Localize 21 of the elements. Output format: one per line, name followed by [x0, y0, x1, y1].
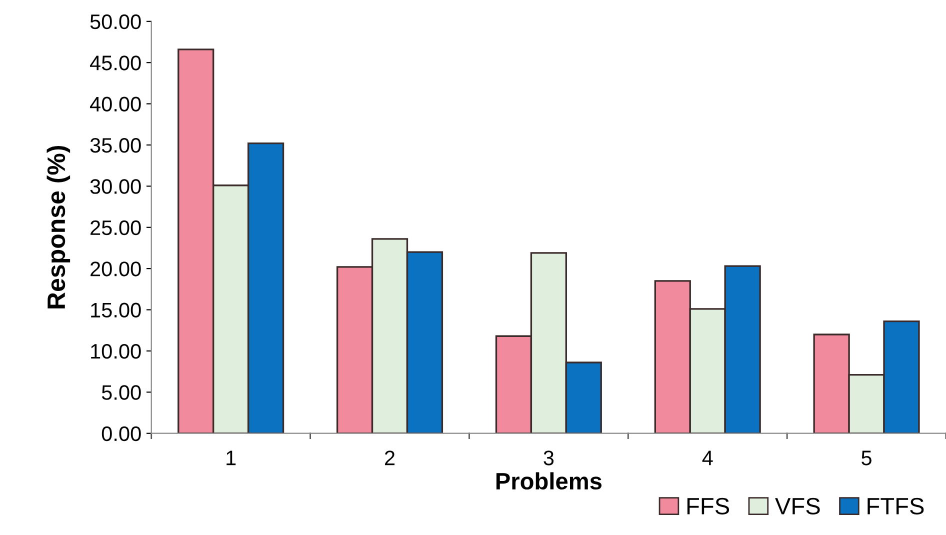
- x-tick-label: 4: [702, 450, 713, 466]
- y-tick-label: 30.00: [90, 179, 141, 194]
- y-tick-label: 20.00: [90, 262, 141, 276]
- y-tick-label: 10.00: [91, 344, 141, 359]
- y-tick-label: 45.00: [90, 56, 141, 70]
- y-tick-label: 15.00: [91, 302, 141, 318]
- y-tick-label: 35.00: [90, 138, 141, 153]
- x-tick-label: 5: [862, 450, 872, 466]
- y-tick-label: 25.00: [90, 220, 141, 236]
- y-tick-label: 40.00: [90, 96, 141, 112]
- x-tick-label: 2: [385, 450, 394, 466]
- x-axis-title: Problems: [496, 472, 602, 490]
- y-tick-label: 0.00: [102, 426, 141, 442]
- legend-label: VFS: [775, 498, 820, 515]
- x-tick-label: 1: [226, 450, 236, 466]
- x-tick-label: 3: [544, 450, 554, 466]
- legend-label: FTFS: [868, 498, 924, 515]
- y-tick-label: 5.00: [102, 385, 141, 400]
- legend-label: FFS: [687, 498, 730, 515]
- y-axis-title: Response (%): [46, 146, 70, 308]
- y-tick-label: 50.00: [90, 14, 141, 30]
